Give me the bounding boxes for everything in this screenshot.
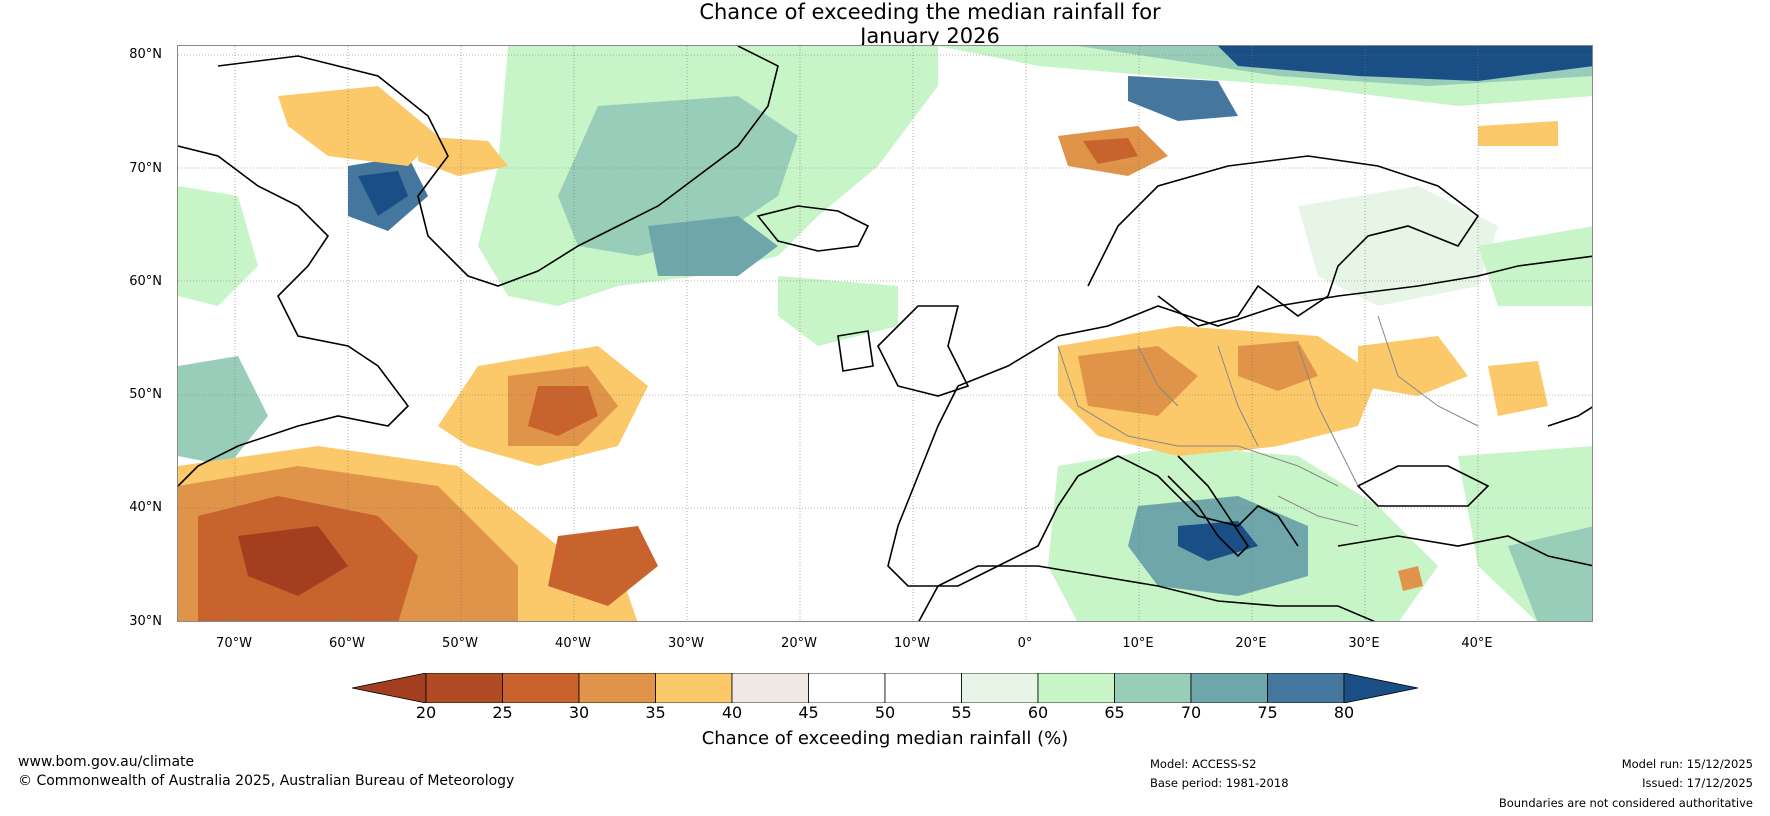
colorbar xyxy=(352,673,1418,703)
colorbar-extend-low xyxy=(352,673,427,703)
lon-label-30w: 30°W xyxy=(668,636,704,651)
colorbar-segment xyxy=(655,673,733,703)
colorbar-tick-label: 50 xyxy=(874,703,896,722)
map-title: Chance of exceeding the median rainfall … xyxy=(0,0,1770,48)
country-borders xyxy=(1057,315,1479,527)
colorbar-segment xyxy=(1037,673,1115,703)
colorbar-segment xyxy=(884,673,962,703)
model-name: Model: ACCESS-S2 xyxy=(1150,757,1257,771)
colorbar-tick-label: 20 xyxy=(415,703,437,722)
website-link[interactable]: www.bom.gov.au/climate xyxy=(18,754,195,770)
colorbar-tick-label: 35 xyxy=(645,703,666,722)
colorbar-segments xyxy=(352,673,1418,703)
lon-label-20e: 20°E xyxy=(1235,636,1267,651)
colorbar-segment xyxy=(502,673,580,703)
colorbar-segment xyxy=(1114,673,1192,703)
lon-label-10w: 10°W xyxy=(894,636,930,651)
title-line-2: January 2026 xyxy=(860,24,1000,48)
coastlines xyxy=(178,46,1592,621)
base-period: Base period: 1981-2018 xyxy=(1150,776,1289,790)
colorbar-segment xyxy=(1190,673,1268,703)
colorbar-segment xyxy=(425,673,503,703)
colorbar-tick-label: 70 xyxy=(1180,703,1202,722)
colorbar-segment xyxy=(578,673,656,703)
colorbar-segment xyxy=(1267,673,1345,703)
colorbar-extend-high xyxy=(1343,673,1418,703)
colorbar-tick-label: 45 xyxy=(798,703,819,722)
lon-label-10e: 10°E xyxy=(1122,636,1154,651)
colorbar-tick-label: 75 xyxy=(1257,703,1278,722)
lon-label-70w: 70°W xyxy=(216,636,252,651)
colorbar-label: Chance of exceeding median rainfall (%) xyxy=(701,728,1069,749)
lon-label-50w: 50°W xyxy=(442,636,478,651)
lat-label-30n: 30°N xyxy=(129,614,162,629)
colorbar-tick-label: 25 xyxy=(492,703,513,722)
graticule xyxy=(178,46,1592,621)
lon-label-0: 0° xyxy=(1017,636,1033,651)
lon-label-60w: 60°W xyxy=(329,636,365,651)
colorbar-tick-label: 65 xyxy=(1104,703,1125,722)
disclaimer-text: Boundaries are not considered authoritat… xyxy=(1498,796,1753,810)
model-run-date: Model run: 15/12/2025 xyxy=(1621,757,1753,771)
colorbar-tick-label: 30 xyxy=(568,703,590,722)
lat-label-80n: 80°N xyxy=(129,47,162,62)
lat-label-50n: 50°N xyxy=(129,387,162,402)
lon-label-20w: 20°W xyxy=(781,636,817,651)
colorbar-segment xyxy=(808,673,886,703)
colorbar-segment xyxy=(961,673,1039,703)
title-line-1: Chance of exceeding the median rainfall … xyxy=(699,0,1161,24)
lat-label-60n: 60°N xyxy=(129,274,162,289)
rainfall-probability-map xyxy=(177,45,1593,622)
lon-label-40w: 40°W xyxy=(555,636,591,651)
colorbar-tick-label: 40 xyxy=(721,703,743,722)
lon-label-30e: 30°E xyxy=(1348,636,1380,651)
lat-label-40n: 40°N xyxy=(129,500,162,515)
copyright-text: © Commonwealth of Australia 2025, Austra… xyxy=(18,773,515,789)
lat-label-70n: 70°N xyxy=(129,161,162,176)
colorbar-tick-label: 80 xyxy=(1333,703,1355,722)
lon-label-40e: 40°E xyxy=(1461,636,1493,651)
dry-anomaly-regions xyxy=(178,86,1558,621)
issued-date: Issued: 17/12/2025 xyxy=(1642,776,1753,790)
map-canvas xyxy=(178,46,1592,621)
colorbar-tick-label: 55 xyxy=(951,703,972,722)
colorbar-segment xyxy=(731,673,809,703)
colorbar-tick-label: 60 xyxy=(1027,703,1049,722)
